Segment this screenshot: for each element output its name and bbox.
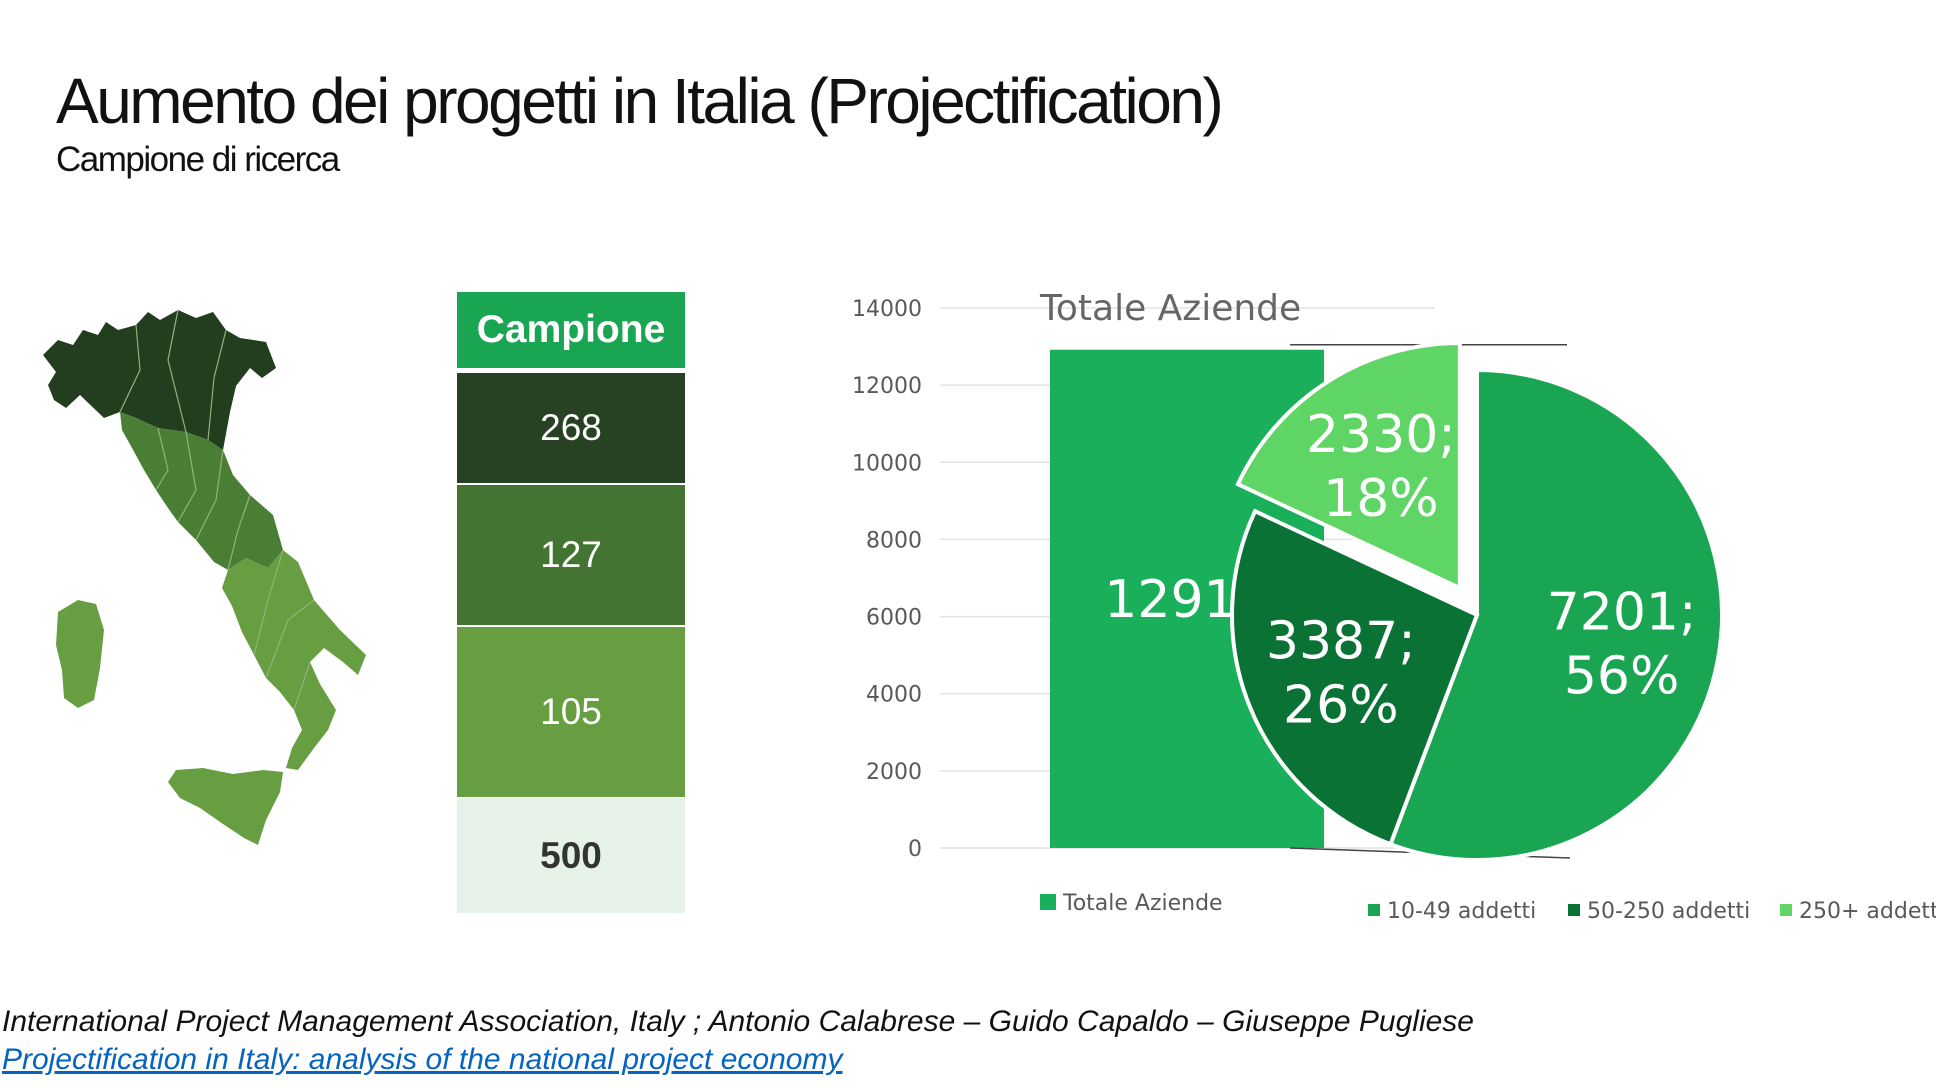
y-tick-label-4: 8000: [866, 528, 922, 553]
y-tick-label-7: 14000: [852, 297, 922, 322]
map-region-north: [43, 310, 276, 450]
map-region-center: [120, 412, 283, 570]
pie-slice-2: [1235, 341, 1462, 592]
legend-swatch-slice-1: [1568, 904, 1580, 916]
bar-y-axis-ticks: 0 2000 4000 6000 8000 10000 12000 14000: [852, 297, 922, 862]
legend-swatch-slice-2: [1780, 904, 1792, 916]
map-region-borders: [119, 309, 315, 711]
slide-subtitle: Campione di ricerca: [56, 140, 340, 179]
pie-label-value-2: 2330;: [1306, 405, 1456, 465]
bar-of-pie-chart: 0 2000 4000 6000 8000 10000 12000 14000 Totale …: [852, 288, 1936, 924]
footer-authors: International Project Management Associa…: [2, 1005, 1474, 1038]
campione-header: Campione: [457, 292, 685, 368]
campione-row-center: 127: [457, 485, 685, 625]
pie-legend: 10-49 addetti 50-250 addetti 250+ addetti: [1368, 899, 1936, 924]
pie-label-value-1: 3387;: [1266, 611, 1416, 671]
campione-row-south: 105: [457, 627, 685, 797]
map-region-sardinia: [56, 600, 104, 708]
y-tick-label-0: 0: [908, 837, 922, 862]
legend-label-slice-0: 10-49 addetti: [1387, 899, 1536, 924]
pie-slices: [1230, 341, 1724, 862]
pie-label-pct-1: 26%: [1283, 675, 1399, 735]
campione-total: 500: [457, 798, 685, 913]
bar-legend: Totale Aziende: [1040, 891, 1223, 916]
y-tick-label-3: 6000: [866, 606, 922, 631]
slide-title: Aumento dei progetti in Italia (Projecti…: [56, 65, 1224, 137]
bar-chart-title: Totale Aziende: [1039, 288, 1301, 329]
map-region-sicily: [168, 768, 283, 845]
pie-label-pct-0: 56%: [1564, 646, 1680, 706]
legend-swatch-totale-aziende: [1040, 894, 1056, 910]
pie-slice-0: [1387, 367, 1724, 862]
map-region-south: [222, 550, 366, 770]
legend-label-slice-1: 50-250 addetti: [1587, 899, 1750, 924]
y-tick-label-5: 10000: [852, 451, 922, 476]
legend-label-totale-aziende: Totale Aziende: [1062, 891, 1223, 916]
footer-link[interactable]: Projectification in Italy: analysis of t…: [2, 1043, 843, 1076]
italy-map: [43, 309, 366, 845]
campione-row-north: 268: [457, 373, 685, 483]
campione-table: Campione 268 127 105 500: [457, 292, 685, 913]
legend-swatch-slice-0: [1368, 904, 1380, 916]
y-tick-label-1: 2000: [866, 760, 922, 785]
y-tick-label-2: 4000: [866, 683, 922, 708]
pie-label-value-0: 7201;: [1547, 582, 1697, 642]
pie-labels: 7201;56% 3387;26% 2330;18%: [1266, 405, 1697, 735]
legend-label-slice-2: 250+ addetti: [1799, 899, 1936, 924]
pie-label-pct-2: 18%: [1323, 469, 1439, 529]
y-tick-label-6: 12000: [852, 374, 922, 399]
pie-slice-1: [1230, 508, 1480, 847]
